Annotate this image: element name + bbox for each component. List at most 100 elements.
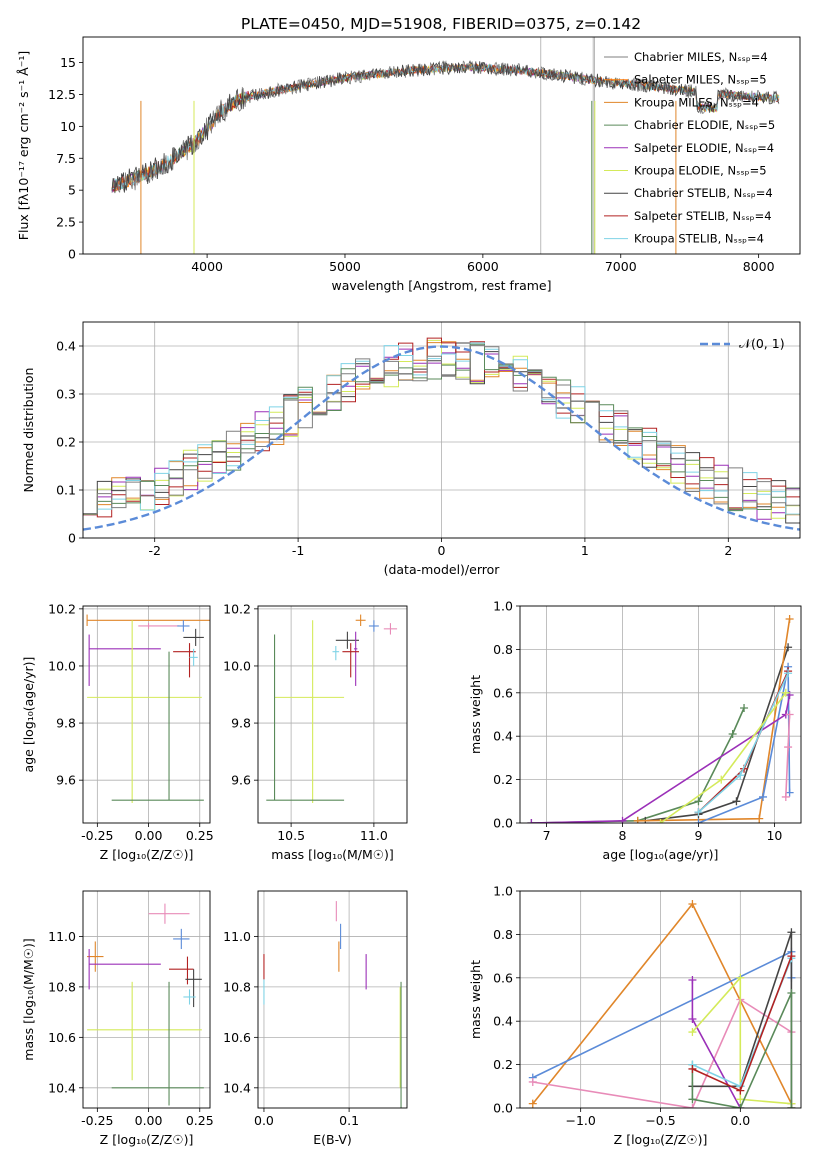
y-tick-label: 0.1 bbox=[56, 483, 76, 498]
plot-body bbox=[111, 37, 780, 254]
weight-marker bbox=[527, 819, 536, 823]
weight-marker bbox=[785, 710, 794, 719]
weight-marker bbox=[688, 975, 697, 984]
weight-marker bbox=[784, 743, 793, 752]
plot-body bbox=[528, 900, 796, 1108]
x-axis-label: age [log₁₀(age/yr)] bbox=[603, 847, 719, 862]
axes-mass_weight_vs_Z: −1.0 −0.5 0.0 0.0 0.2 0.4 0.6 0.8 1.0 Z [log₁₀(Z/… bbox=[468, 884, 802, 1147]
weight-marker bbox=[688, 1104, 697, 1108]
weight-marker bbox=[781, 792, 790, 801]
axes-mass_weight_vs_age: 7 8 9 10 0.0 0.2 0.4 0.6 0.8 1.0 age [log₁₀(age/yr… bbox=[468, 599, 802, 862]
y-tick-label: 9.8 bbox=[56, 716, 76, 731]
weight-line bbox=[531, 694, 791, 823]
axes-mass_vs_Z: -0.25 0.00 0.25 10.4 10.6 10.8 11.0 Z [log₁₀(Z/… bbox=[21, 890, 214, 1147]
weight-marker bbox=[736, 771, 745, 780]
weight-marker bbox=[688, 900, 697, 909]
x-tick-label: −0.5 bbox=[645, 1113, 675, 1128]
histogram-step bbox=[83, 337, 800, 518]
y-tick-label: 1.0 bbox=[493, 599, 513, 614]
y-tick-label: 1.0 bbox=[493, 884, 513, 899]
weight-marker bbox=[755, 814, 764, 823]
x-tick-label: 5000 bbox=[329, 259, 361, 274]
x-axis-label: (data-model)/error bbox=[384, 562, 501, 577]
axes-mass_vs_ebv: 0.0 0.1 10.4 10.6 10.8 11.0 E(B-V) bbox=[223, 890, 408, 1147]
weight-marker bbox=[785, 788, 794, 797]
y-axis-label: Flux [fλ10⁻¹⁷ erg cm⁻² s⁻¹ Å⁻¹] bbox=[16, 51, 31, 240]
y-tick-label: 10.4 bbox=[223, 1080, 251, 1095]
weight-marker bbox=[618, 816, 627, 823]
x-tick-label: 1 bbox=[581, 543, 589, 558]
weight-marker bbox=[787, 952, 796, 961]
axes-age_vs_Z: -0.25 0.00 0.25 9.6 9.8 10.0 10.2 Z [log₁₀(Z/Z☉… bbox=[21, 601, 214, 862]
weight-marker bbox=[528, 1099, 537, 1108]
x-axis-label: mass [log₁₀(M/M☉)] bbox=[271, 847, 393, 862]
weight-line bbox=[691, 975, 792, 1105]
weight-marker bbox=[656, 819, 665, 823]
figure-title: PLATE=0450, MJD=51908, FIBERID=0375, z=0… bbox=[241, 15, 641, 33]
y-tick-label: 10.2 bbox=[48, 601, 76, 616]
axes-frame bbox=[82, 321, 801, 539]
axes-residuals: -2 -1 0 1 2 0 0.1 0.2 0.3 0.4 (data-model)/error No… bbox=[21, 321, 801, 577]
legend-label: Salpeter STELIB, Nₛₛₚ=4 bbox=[634, 209, 772, 223]
plot-body bbox=[83, 337, 800, 531]
weight-marker bbox=[787, 988, 796, 997]
x-axis-label: Z [log₁₀(Z/Z☉)] bbox=[100, 1132, 194, 1147]
y-tick-label: 10.0 bbox=[223, 658, 251, 673]
weight-marker bbox=[688, 1095, 697, 1104]
x-tick-label: 8 bbox=[619, 828, 627, 843]
weight-marker bbox=[781, 688, 790, 697]
axes-age_vs_mass: 10.5 11.0 9.6 9.8 10.0 10.2 mass [log₁₀(M/M☉)] bbox=[223, 601, 408, 862]
axes-spectrum: 4000 5000 6000 7000 8000 0 2.5 5 7.5 10 12.5 15 wave… bbox=[16, 36, 801, 293]
x-tick-label: 4000 bbox=[191, 259, 223, 274]
plot-body bbox=[86, 614, 210, 804]
y-axis-label: mass [log₁₀(M/M☉)] bbox=[21, 938, 36, 1060]
y-tick-label: 0.8 bbox=[493, 927, 513, 942]
normal-curve bbox=[83, 345, 800, 531]
y-axis-label: mass weight bbox=[468, 960, 483, 1039]
axes-frame bbox=[82, 36, 801, 255]
x-tick-label: 0.0 bbox=[254, 1113, 274, 1128]
axes-frame bbox=[519, 605, 802, 824]
y-tick-label: 10 bbox=[60, 119, 76, 134]
y-tick-label: 9.6 bbox=[231, 773, 251, 788]
axes-frame bbox=[257, 605, 408, 824]
plot-body bbox=[87, 903, 204, 1106]
axes-frame bbox=[257, 890, 408, 1109]
weight-marker bbox=[785, 615, 794, 624]
x-axis-label: Z [log₁₀(Z/Z☉)] bbox=[614, 1132, 708, 1147]
y-axis-label: mass weight bbox=[468, 675, 483, 754]
x-tick-label: 0.1 bbox=[339, 1113, 359, 1128]
weight-line bbox=[532, 998, 792, 1108]
weight-marker bbox=[787, 1104, 796, 1108]
axes-frame bbox=[82, 605, 211, 824]
y-tick-label: 10.8 bbox=[223, 979, 251, 994]
y-tick-label: 0.2 bbox=[56, 435, 76, 450]
y-tick-label: 11.0 bbox=[223, 929, 251, 944]
y-tick-label: 0.0 bbox=[493, 1101, 513, 1116]
legend-label: Kroupa STELIB, Nₛₛₚ=4 bbox=[634, 232, 764, 246]
y-tick-label: 12.5 bbox=[48, 87, 76, 102]
plot-area bbox=[258, 606, 407, 823]
spectrum-line bbox=[111, 60, 780, 194]
weight-marker bbox=[688, 1064, 697, 1073]
legend-label: Chabrier MILES, Nₛₛₚ=4 bbox=[634, 50, 768, 64]
weight-marker bbox=[717, 775, 726, 784]
weight-marker bbox=[528, 1077, 537, 1086]
x-tick-label: 11.0 bbox=[360, 828, 388, 843]
weight-marker bbox=[759, 792, 768, 801]
weight-marker bbox=[787, 928, 796, 937]
spectrum-line bbox=[111, 59, 780, 194]
y-tick-label: 0.3 bbox=[56, 387, 76, 402]
axes-frame bbox=[82, 890, 211, 1109]
y-tick-label: 11.0 bbox=[48, 929, 76, 944]
axes-frame bbox=[519, 890, 802, 1109]
x-tick-label: 10 bbox=[766, 828, 782, 843]
x-tick-label: 10.5 bbox=[277, 828, 305, 843]
x-tick-label: -0.25 bbox=[81, 1113, 113, 1128]
y-tick-label: 0.4 bbox=[493, 1014, 513, 1029]
y-tick-label: 10.8 bbox=[48, 979, 76, 994]
legend-label: Salpeter ELODIE, Nₛₛₚ=4 bbox=[634, 141, 774, 155]
x-tick-label: 0.25 bbox=[186, 828, 214, 843]
residual-legend: 𝒩(0, 1) bbox=[700, 336, 785, 351]
plot-body bbox=[527, 615, 794, 823]
